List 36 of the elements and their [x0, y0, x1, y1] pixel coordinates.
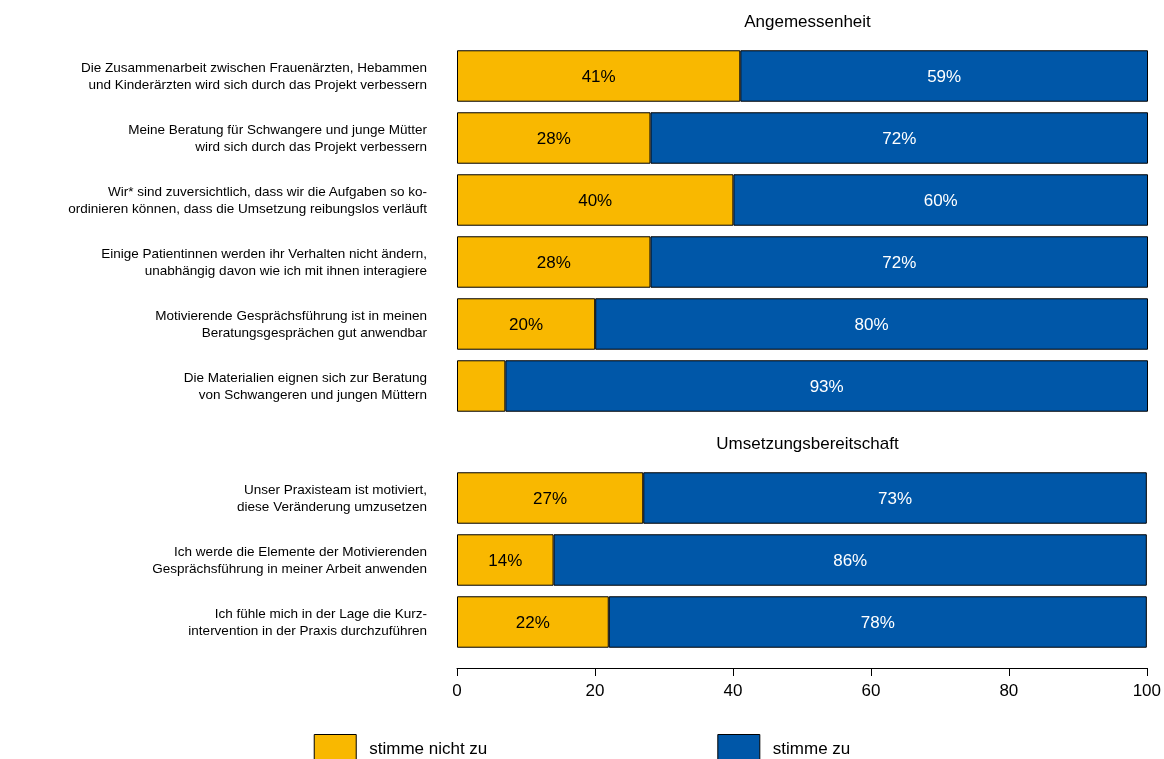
x-tick-label: 80 — [999, 681, 1019, 700]
legend-label: stimme nicht zu — [369, 739, 488, 758]
data-label: 72% — [882, 128, 917, 148]
y-tick-label: Ich fühle mich in der Lage die Kurz- intervention in der Praxis durchzuführen — [188, 606, 427, 638]
data-label: 40% — [578, 190, 613, 210]
category-label: Motivierende Gesprächsführung ist in meinen Beratungsgesprächen gut anwendbar — [155, 308, 427, 340]
data-label: 28% — [536, 252, 571, 272]
data-label: 20% — [509, 314, 544, 334]
category-label: Meine Beratung für Schwangere und junge Mütter wird sich durch das Projekt verbessern — [128, 122, 427, 154]
x-tick-label: 0 — [452, 681, 462, 700]
category-label: Wir* sind zuversichtlich, dass wir die Aufgaben so ko- ordinieren können, dass die Umsetzung reibungslos verläuft — [68, 184, 427, 216]
data-label: 72% — [882, 252, 917, 272]
data-label: 80% — [854, 314, 889, 334]
data-label: 22% — [515, 612, 550, 632]
data-label: 93% — [809, 376, 844, 396]
data-label: 86% — [833, 550, 868, 570]
x-tick-label: 60 — [861, 681, 881, 700]
data-label: 28% — [536, 128, 571, 148]
category-label: Die Materialien eignen sich zur Beratung von Schwangeren und jungen Müttern — [183, 370, 427, 402]
data-label: 78% — [860, 612, 895, 632]
x-tick-label: 40 — [723, 681, 743, 700]
legend-label: stimme zu — [772, 739, 851, 758]
x-tick-label: 20 — [585, 681, 605, 700]
data-label: 27% — [533, 488, 568, 508]
category-label: Die Zusammenarbeit zwischen Frauenärzten, Hebammen und Kinderärzten wird sich durch das Projekt verbessern — [81, 60, 427, 92]
data-label: 73% — [878, 488, 913, 508]
category-label: Einige Patientinnen werden ihr Verhalten nicht ändern, unabhängig davon wie ich mit ihnen interagiere — [101, 246, 427, 278]
data-label: 41% — [581, 66, 616, 86]
x-tick-label: 100 — [1132, 681, 1162, 700]
chart-title: Umsetzungsbereitschaft — [716, 434, 899, 453]
data-label: 59% — [927, 66, 962, 86]
data-label: 14% — [488, 550, 523, 570]
y-tick-label: Ich werde die Elemente der Motivierenden Gesprächsführung in meiner Arbeit anwenden — [152, 544, 427, 576]
y-tick-label: Unser Praxisteam ist motiviert, diese Veränderung umzusetzen — [237, 482, 427, 514]
data-label: 60% — [923, 190, 958, 210]
chart-title: Angemessenheit — [744, 12, 872, 31]
